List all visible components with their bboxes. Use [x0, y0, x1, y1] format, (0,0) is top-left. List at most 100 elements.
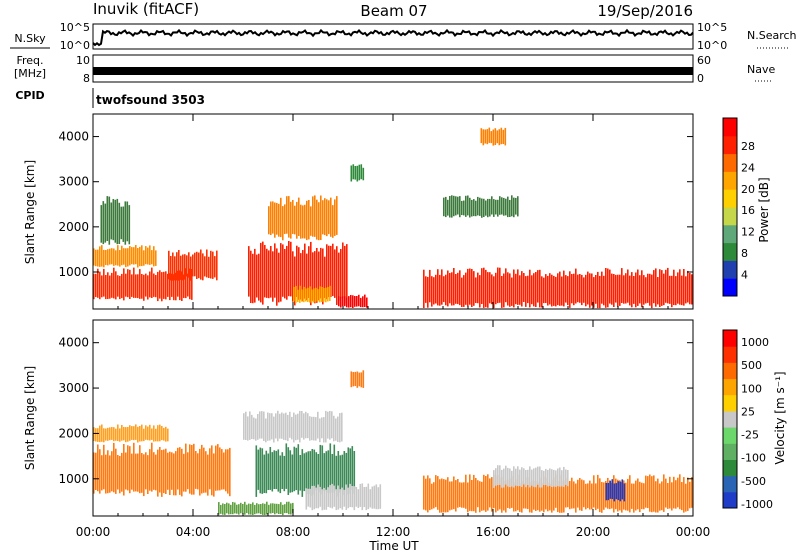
data-cell [137, 426, 139, 443]
data-cell [157, 271, 159, 302]
data-cell [127, 445, 129, 491]
y-tick-label: 1000 [58, 472, 89, 486]
data-cell [97, 444, 99, 492]
data-cell [527, 275, 529, 304]
data-cell [121, 245, 123, 266]
data-cell [254, 248, 256, 303]
data-cell [463, 482, 465, 508]
data-cell [429, 269, 431, 303]
data-cell [306, 253, 308, 301]
data-cell [507, 272, 509, 306]
colorbar-segment [723, 410, 737, 428]
colorbar-tick-label: -100 [741, 452, 766, 465]
data-cell [288, 196, 290, 238]
data-cell [113, 442, 115, 493]
data-cell [537, 482, 539, 511]
power-colorbar: 4 8 12 16 20 24 28 [722, 117, 755, 297]
data-cell [481, 481, 483, 511]
data-cell [487, 198, 489, 218]
data-cell [521, 271, 523, 307]
data-cell [137, 248, 139, 268]
data-cell [251, 414, 253, 439]
data-cell [238, 504, 240, 515]
data-cell [467, 195, 469, 216]
nsky-right-tick-top: 10^5 [697, 21, 727, 34]
data-cell [295, 285, 297, 304]
data-cell [169, 451, 171, 495]
data-cell [297, 444, 300, 495]
data-cell [505, 198, 507, 216]
colorbar-segment [723, 330, 737, 347]
data-cell [513, 269, 515, 308]
data-cell [257, 414, 259, 440]
data-cell [281, 412, 283, 439]
data-cell [322, 200, 324, 235]
data-cell [375, 484, 378, 510]
data-cell [149, 245, 151, 265]
data-cell [611, 479, 614, 500]
data-cell [689, 481, 691, 509]
data-cell [517, 269, 519, 305]
data-cell [623, 275, 625, 304]
data-cell [266, 248, 268, 298]
data-cell [447, 270, 449, 307]
data-cell [665, 269, 667, 303]
data-cell [645, 277, 647, 304]
data-cell [318, 202, 320, 241]
data-cell [371, 486, 374, 509]
data-cell [495, 272, 497, 305]
data-cell [339, 455, 342, 490]
data-cell [551, 274, 553, 307]
data-cell [529, 482, 531, 513]
data-cell [165, 426, 167, 442]
data-cell [635, 480, 637, 511]
header-date: 19/Sep/2016 [597, 2, 693, 20]
data-cell [321, 417, 323, 439]
data-cell [284, 504, 286, 514]
data-cell [270, 503, 272, 514]
data-cell [188, 252, 190, 278]
velocity-panel: 1000 2000 3000 4000 00:00 04:00 08:00 12:00 16:… [23, 319, 787, 553]
data-cell [313, 416, 315, 441]
data-cell [469, 268, 471, 305]
data-cell [145, 452, 147, 490]
data-cell [629, 475, 631, 513]
data-cell [131, 453, 133, 490]
colorbar-tick-label: 8 [741, 247, 748, 260]
data-cell [521, 480, 523, 513]
data-cell [573, 481, 575, 509]
data-cell [157, 425, 159, 442]
data-cell [270, 246, 272, 298]
data-cell [443, 276, 445, 303]
colorbar-segment [723, 475, 737, 493]
data-cell [633, 276, 635, 304]
data-cell [479, 481, 481, 513]
data-cell [369, 489, 372, 508]
colorbar-segment [723, 207, 737, 226]
colorbar-segment [723, 378, 737, 396]
data-cell [107, 450, 109, 494]
data-cell [459, 196, 461, 218]
data-cell [480, 128, 483, 144]
data-cell [463, 275, 465, 307]
data-cell [427, 276, 429, 308]
data-cell [214, 256, 216, 278]
data-cell [109, 455, 111, 493]
data-cell [143, 250, 145, 266]
data-cell [471, 199, 473, 217]
data-cell [95, 249, 97, 267]
data-cell [123, 248, 125, 265]
data-cell [565, 275, 567, 303]
data-cell [491, 274, 493, 305]
data-cell [445, 479, 447, 513]
data-cell [141, 245, 143, 267]
data-cell [97, 268, 99, 298]
data-cell [465, 195, 467, 217]
data-cell [547, 469, 549, 487]
data-cell [135, 424, 137, 440]
data-cell [312, 252, 314, 301]
data-cell [475, 277, 477, 303]
data-cell [299, 285, 301, 303]
data-cell [308, 246, 310, 298]
